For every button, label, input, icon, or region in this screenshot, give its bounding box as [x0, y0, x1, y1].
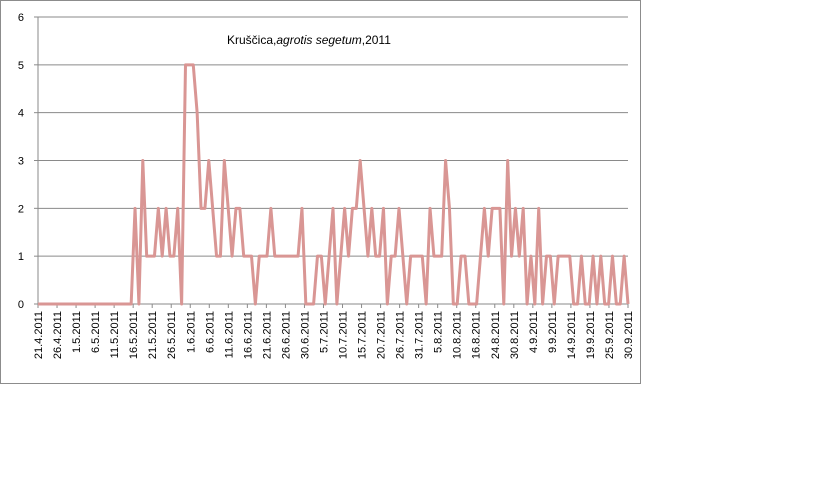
y-tick-label: 5 — [18, 60, 24, 72]
axes — [34, 16, 629, 308]
x-tick-label: 20.7.2011 — [376, 311, 388, 359]
x-tick-label: 31.7.2011 — [414, 311, 426, 359]
x-tick-labels: 21.4.2011 26.4.2011 1.5.2011 6.5.2011 11.5.2… — [33, 311, 635, 359]
y-tick-label: 6 — [18, 12, 24, 24]
x-tick-label: 16.8.2011 — [471, 311, 483, 359]
series — [38, 63, 630, 306]
y-tick-label: 1 — [18, 251, 24, 263]
x-tick-label: 11.5.2011 — [109, 311, 121, 358]
x-tick-label: 26.4.2011 — [52, 311, 64, 359]
x-tick-label: 24.8.2011 — [490, 311, 502, 359]
chart-title-italic: agrotis segetum — [276, 33, 361, 47]
x-tick-label: 25.9.2011 — [604, 311, 616, 359]
chart-title-part-2: ,2011 — [362, 33, 391, 47]
x-tick-label: 30.9.2011 — [623, 311, 635, 359]
y-tick-label: 0 — [18, 299, 24, 311]
x-tick-label: 21.5.2011 — [147, 311, 159, 359]
x-tick-label: 26.5.2011 — [166, 311, 178, 359]
x-tick-label: 4.9.2011 — [528, 311, 540, 353]
y-tick-label: 3 — [18, 156, 24, 168]
x-tick-label: 6.6.2011 — [204, 311, 216, 353]
x-tick-label: 19.9.2011 — [585, 311, 597, 359]
x-tick-label: 1.6.2011 — [185, 311, 197, 353]
x-tick-label: 30.8.2011 — [509, 311, 521, 359]
x-tick-label: 6.5.2011 — [90, 311, 102, 353]
x-tick-label: 1.5.2011 — [71, 311, 83, 353]
x-tick-label: 5.7.2011 — [318, 311, 330, 353]
x-tick-label: 30.6.2011 — [299, 311, 311, 359]
x-tick-label: 9.9.2011 — [547, 311, 559, 353]
y-tick-label: 4 — [18, 108, 24, 120]
y-tick-label: 2 — [18, 203, 24, 215]
x-tick-label: 16.5.2011 — [128, 311, 140, 359]
x-tick-label: 26.7.2011 — [395, 311, 407, 359]
x-tick-label: 21.4.2011 — [33, 311, 45, 359]
chart-title-part-1: Kruščica, — [227, 33, 276, 47]
x-tick-label: 16.6.2011 — [242, 311, 254, 359]
x-tick-label: 26.6.2011 — [280, 311, 292, 359]
x-tick-label: 5.8.2011 — [433, 311, 445, 353]
x-tick-label: 15.7.2011 — [357, 311, 369, 359]
line-chart: 0 1 2 3 4 5 6 21.4.2011 26.4.2011 1.5.2011 6.5.20… — [18, 12, 635, 359]
chart-title: Kruščica,agrotis segetum,2011 — [227, 33, 391, 47]
x-tick-label: 10.8.2011 — [452, 311, 464, 359]
x-tick-label: 10.7.2011 — [338, 311, 350, 359]
series-line — [38, 63, 630, 306]
x-tick-label: 11.6.2011 — [223, 311, 235, 358]
x-tick-label: 14.9.2011 — [566, 311, 578, 359]
chart-area: 0 1 2 3 4 5 6 21.4.2011 26.4.2011 1.5.2011 6.5.20… — [0, 0, 641, 384]
x-tick-label: 21.6.2011 — [261, 311, 273, 359]
y-tick-labels: 0 1 2 3 4 5 6 — [18, 12, 24, 311]
